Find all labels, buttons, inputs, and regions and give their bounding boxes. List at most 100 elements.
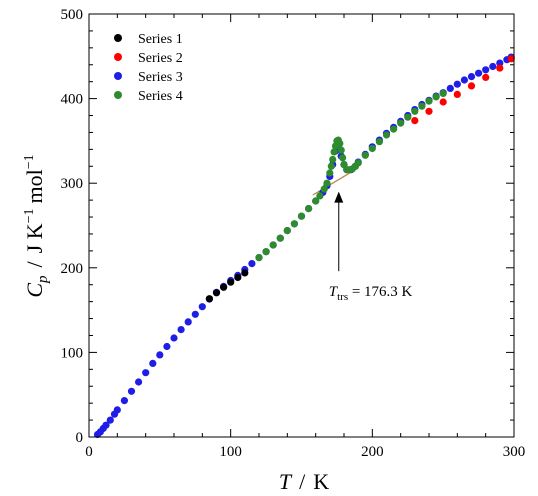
- y-tick-label: 400: [61, 92, 84, 108]
- series-4-point: [320, 185, 328, 193]
- series-3-point: [106, 416, 114, 424]
- x-tick-label: 200: [361, 444, 384, 460]
- plot-frame: [88, 13, 515, 438]
- x-axis-unit: K: [313, 469, 329, 494]
- legend-label-series-4: Series 4: [138, 89, 183, 104]
- series-4-point: [439, 89, 447, 98]
- y-axis-unit-exp-2: −1: [22, 154, 37, 169]
- series-4-point: [418, 102, 426, 110]
- series-4-point: [323, 179, 331, 187]
- series-2-points: [411, 55, 515, 125]
- series-3-point: [102, 421, 110, 429]
- x-tick-label: 100: [219, 444, 242, 460]
- y-axis-subscript: p: [35, 275, 51, 284]
- series-4-point: [411, 107, 419, 115]
- series-3-point: [489, 62, 497, 71]
- series-4-point: [375, 138, 383, 146]
- series-1-point: [220, 283, 228, 291]
- series-1-point: [234, 273, 242, 282]
- series-4-point: [368, 144, 376, 153]
- y-tick-label: 100: [61, 345, 84, 361]
- series-4-point: [326, 169, 334, 177]
- transition-label-value: = 176.3 K: [348, 284, 412, 300]
- series-2-point: [453, 90, 461, 98]
- y-axis-label: Cp/J K−1mol−1: [22, 154, 51, 297]
- series-3-point: [460, 76, 468, 84]
- series-1-point: [241, 269, 249, 277]
- series-4-point: [425, 97, 433, 105]
- series-3-point: [156, 351, 164, 359]
- series-3-point: [163, 342, 171, 351]
- series-1-point: [205, 295, 213, 303]
- legend-marker-series-2: [114, 53, 122, 61]
- series-4-point: [305, 205, 313, 213]
- series-4-point: [339, 154, 347, 162]
- x-axis-label: T / K: [279, 469, 329, 494]
- y-axis-unit-exp-1: −1: [22, 208, 37, 223]
- x-tick-label: 300: [503, 444, 526, 460]
- series-4-point: [390, 125, 398, 133]
- y-axis-symbol: C: [22, 283, 47, 298]
- x-axis-symbol: T: [279, 469, 293, 494]
- series-4-point: [329, 155, 337, 164]
- series-3-point: [446, 84, 454, 92]
- series-4-point: [262, 248, 270, 256]
- series-3-point: [170, 334, 178, 342]
- series-2-point: [482, 73, 490, 81]
- legend: Series 1 Series 2 Series 3 Series 4: [114, 32, 183, 104]
- series-4-point: [269, 241, 277, 249]
- transition-annotation: Ttrs = 176.3 K: [329, 191, 413, 303]
- series-4-point: [297, 212, 306, 220]
- series-4-point: [312, 197, 320, 205]
- legend-marker-series-1: [114, 34, 122, 42]
- series-3-point: [453, 80, 461, 88]
- ticks-layer: 0 100 200 300 0 100 200 300 400 500: [61, 7, 526, 460]
- series-3-point: [142, 369, 150, 377]
- transition-label-subscript: trs: [337, 291, 348, 303]
- series-3-point: [248, 260, 256, 268]
- transition-label-symbol: T: [329, 284, 339, 300]
- series-2-point: [425, 107, 433, 115]
- x-tick-label: 0: [85, 444, 93, 460]
- series-4-point: [397, 119, 405, 127]
- series-2-point: [411, 117, 419, 125]
- series-1-point: [212, 289, 221, 297]
- baseline-line-layer: [312, 171, 352, 196]
- y-tick-label: 0: [76, 430, 84, 446]
- series-3-point: [475, 69, 483, 77]
- series-3-point: [198, 303, 206, 311]
- legend-marker-series-4: [114, 91, 122, 99]
- series-4-point: [255, 254, 263, 262]
- series-4-point: [330, 148, 338, 156]
- series-4-points: [255, 89, 447, 262]
- y-tick-label: 500: [61, 7, 84, 23]
- series-4-point: [316, 192, 324, 200]
- series-3-points: [93, 53, 515, 439]
- series-3-point: [120, 397, 128, 405]
- series-2-point: [467, 82, 476, 90]
- series-4-point: [432, 93, 440, 101]
- series-2-point: [496, 64, 504, 72]
- y-axis-unit-2: mol: [22, 169, 47, 203]
- series-4-point: [336, 139, 344, 147]
- baseline-line: [312, 171, 352, 196]
- legend-label-series-2: Series 2: [138, 51, 183, 66]
- series-3-point: [177, 326, 185, 334]
- series-4-point: [382, 131, 391, 139]
- series-3-point: [113, 406, 121, 414]
- series-4-point: [361, 151, 369, 159]
- series-1-point: [227, 278, 235, 286]
- y-tick-label: 300: [61, 176, 84, 192]
- series-4-point: [337, 146, 345, 154]
- series-4-point: [276, 234, 284, 242]
- legend-label-series-1: Series 1: [138, 32, 183, 47]
- series-4-point: [404, 113, 412, 121]
- series-3-point: [184, 318, 192, 326]
- series-2-point: [439, 98, 447, 106]
- data-points-layer: [93, 53, 515, 439]
- series-3-point: [191, 310, 199, 318]
- series-3-point: [127, 387, 136, 395]
- series-3-point: [135, 378, 143, 386]
- series-1-points: [205, 269, 249, 303]
